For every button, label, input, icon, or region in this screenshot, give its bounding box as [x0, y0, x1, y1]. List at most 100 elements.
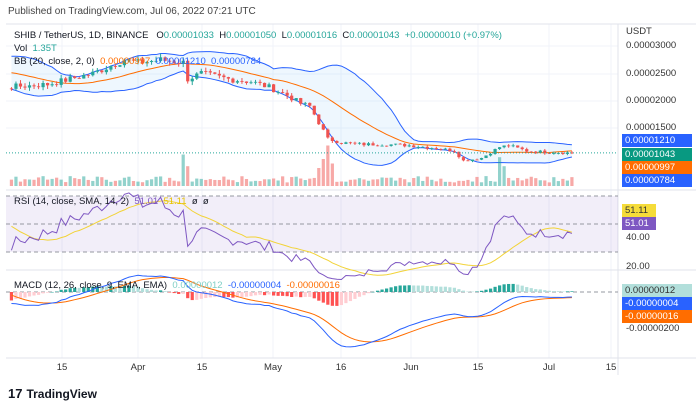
- volume-bar: [32, 179, 36, 186]
- candle-body: [113, 66, 117, 67]
- volume-bar: [104, 179, 108, 186]
- macd-histogram-bar: [326, 292, 330, 305]
- volume-bar: [303, 180, 307, 186]
- candle-body: [285, 92, 289, 96]
- macd-histogram-bar: [285, 292, 289, 297]
- macd-histogram-bar: [529, 288, 533, 292]
- candle-body: [244, 81, 249, 83]
- candle-body: [385, 145, 389, 147]
- macd-histogram-bar: [353, 292, 357, 299]
- macd-histogram-bar: [547, 290, 551, 292]
- volume-bar: [353, 179, 357, 186]
- rsi-tick: 20.00: [626, 261, 650, 272]
- macd-histogram-bar: [543, 290, 547, 292]
- volume-bar: [262, 179, 267, 186]
- macd-histogram-bar: [520, 285, 524, 292]
- volume-bar: [23, 179, 27, 186]
- candle-body: [36, 86, 41, 88]
- candle-body: [326, 129, 330, 138]
- volume-bar: [425, 176, 429, 186]
- candle-body: [470, 159, 475, 162]
- volume-bar: [407, 182, 411, 186]
- volume-bar: [335, 181, 339, 186]
- macd-histogram-bar: [36, 292, 41, 295]
- macd-histogram-bar: [308, 292, 312, 297]
- candle-body: [9, 88, 14, 90]
- candle-body: [14, 83, 18, 89]
- candle-body: [448, 148, 452, 152]
- macd-signal-line: [11, 276, 572, 343]
- volume-bar: [240, 176, 244, 186]
- macd-histogram-bar: [55, 291, 59, 293]
- rsi-tick: 40.00: [626, 232, 650, 243]
- candle-body: [177, 63, 181, 65]
- volume-bar: [344, 181, 348, 186]
- volume-bar: [154, 176, 158, 186]
- macd-histogram-bar: [104, 286, 108, 292]
- candle-body: [163, 57, 167, 61]
- macd-histogram-bar: [561, 291, 565, 293]
- macd-histogram-bar: [204, 292, 208, 298]
- macd-histogram-bar: [95, 286, 99, 292]
- candle-body: [380, 145, 384, 147]
- candle-body: [357, 142, 362, 144]
- macd-histogram-bar: [525, 287, 529, 292]
- time-tick: 15: [605, 362, 617, 373]
- tradingview-logo[interactable]: 17 TradingView: [8, 386, 97, 401]
- candle-body: [488, 153, 493, 156]
- volume-bar: [127, 176, 131, 186]
- volume-bar: [565, 180, 569, 186]
- rsi-na-1: ø: [191, 196, 198, 207]
- bb-basis-price-label: 0.00000997: [622, 161, 692, 174]
- candle-body: [529, 151, 533, 153]
- volume-bar: [308, 178, 312, 186]
- volume-bar: [18, 181, 23, 186]
- volume-bar: [502, 166, 506, 186]
- macd-histogram-bar: [330, 292, 334, 306]
- candle-body: [452, 151, 456, 153]
- candle-body: [570, 152, 574, 154]
- rsi-sma-value: 51.11: [163, 196, 187, 207]
- macd-histogram-bar: [113, 286, 117, 292]
- legend-line: SHIB / TetherUS, 1D, BINANCE O0.00001033…: [14, 30, 502, 41]
- macd-histogram-bar: [452, 287, 456, 292]
- macd-axis-label: -0.00000004: [622, 297, 692, 310]
- macd-histogram-bar: [222, 292, 226, 297]
- candle-body: [136, 59, 140, 61]
- macd-histogram-bar: [276, 292, 280, 296]
- volume-bar: [73, 178, 77, 186]
- candle-body: [109, 66, 113, 70]
- candle-body: [502, 145, 506, 148]
- volume-bar: [249, 181, 253, 186]
- volume-bar: [366, 180, 371, 186]
- volume-bar: [457, 180, 461, 186]
- candle-body: [276, 92, 280, 93]
- high-value: 0.00001050: [226, 30, 277, 41]
- macd-hist-value: 0.00000012: [172, 280, 223, 291]
- volume-bar: [479, 182, 484, 186]
- volume-bar: [208, 179, 212, 186]
- macd-histogram-bar: [448, 287, 452, 292]
- bb-upper-price-label: 0.00001210: [622, 134, 692, 147]
- volume-bar: [461, 180, 466, 186]
- volume-bar: [434, 181, 438, 186]
- o-label: O: [156, 30, 164, 41]
- macd-histogram-bar: [136, 286, 140, 292]
- macd-histogram-bar: [159, 290, 163, 292]
- candle-body: [231, 78, 235, 83]
- volume-bar: [27, 179, 32, 186]
- volume-bar: [131, 180, 136, 186]
- symbol: SHIB / TetherUS, 1D, BINANCE: [14, 30, 149, 41]
- candle-body: [131, 59, 136, 61]
- macd-histogram-bar: [371, 291, 375, 293]
- candle-body: [525, 149, 529, 152]
- macd-histogram-bar: [412, 285, 416, 292]
- macd-histogram-bar: [100, 286, 104, 292]
- macd-histogram-bar: [484, 289, 488, 292]
- macd-histogram-bar: [538, 289, 542, 292]
- candle-body: [294, 98, 298, 101]
- macd-label: MACD (12, 26, close, 9, EMA, EMA): [14, 280, 168, 291]
- price-tick: 0.00001500: [626, 122, 677, 133]
